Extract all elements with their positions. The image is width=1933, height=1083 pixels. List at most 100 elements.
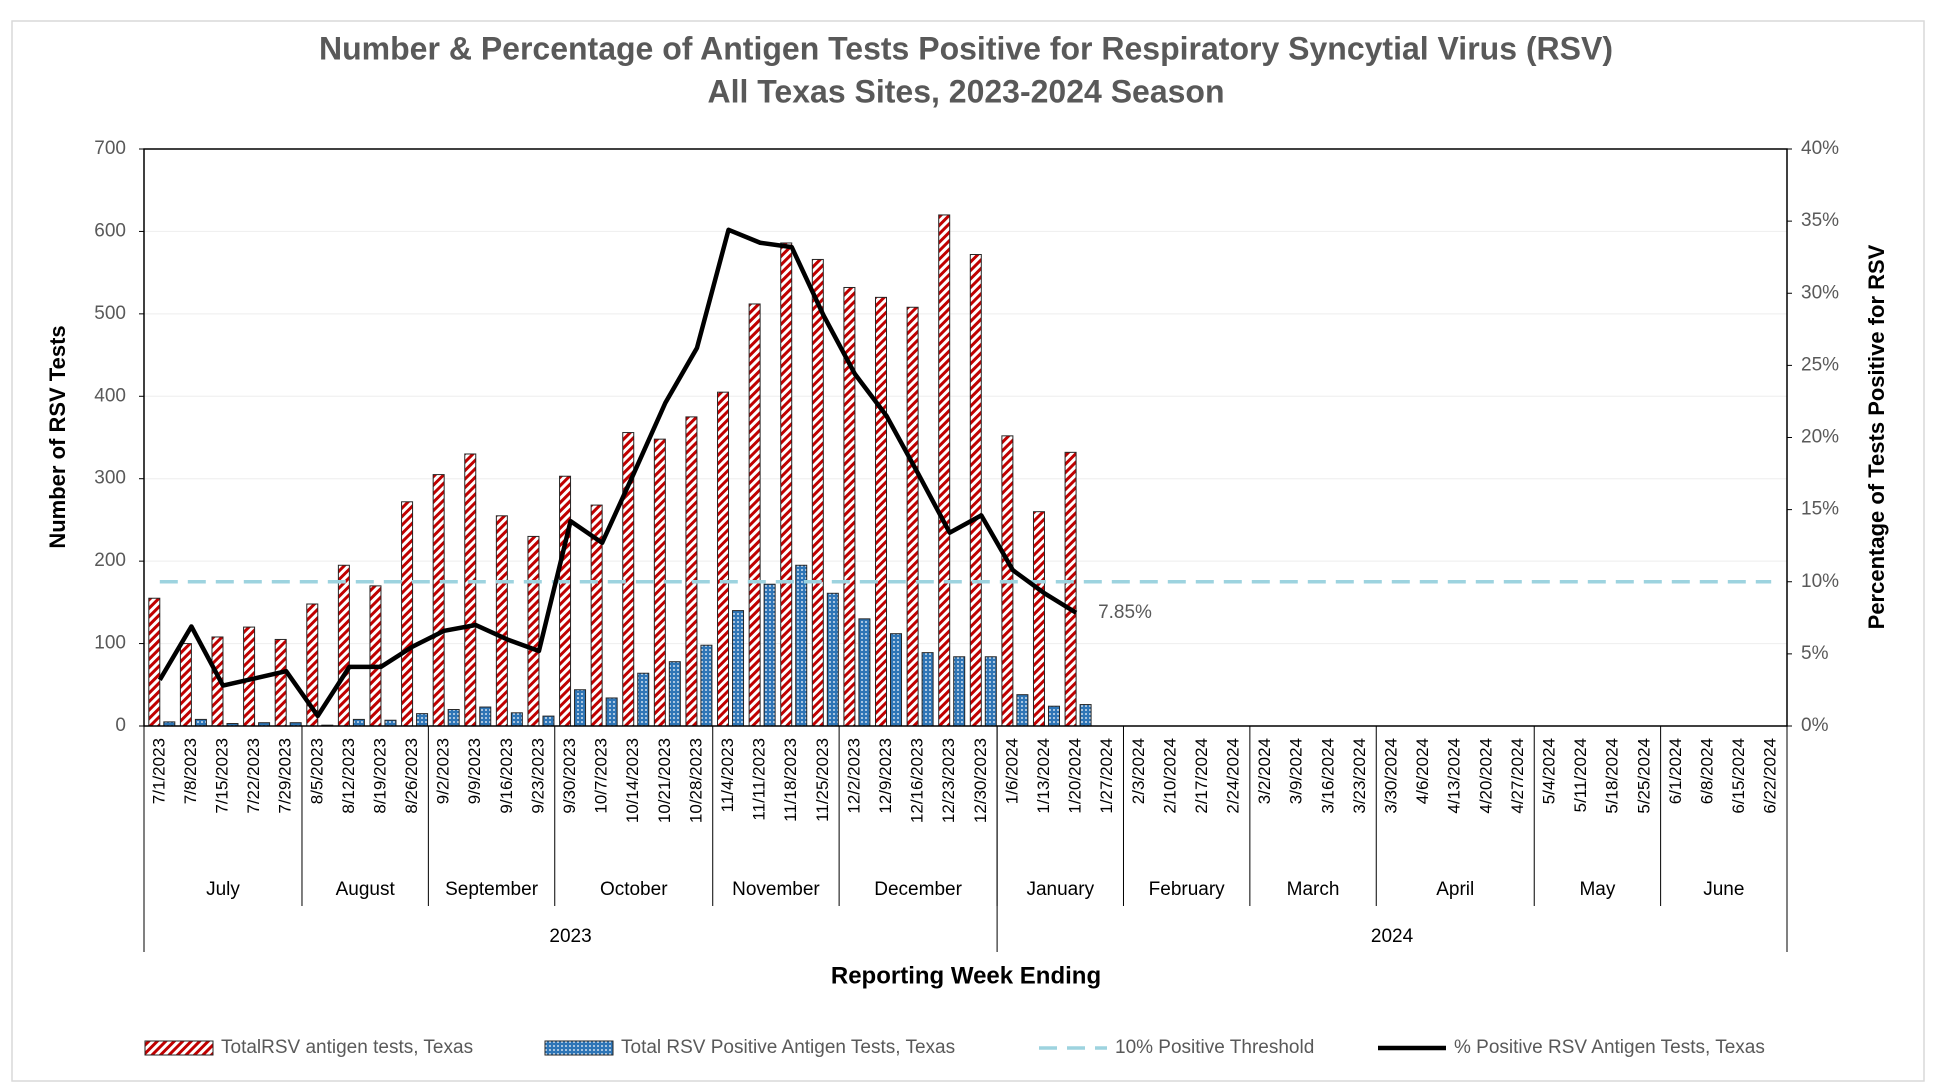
y-axis-title: Number of RSV Tests	[45, 325, 70, 548]
bar	[369, 585, 382, 727]
year-label: 2023	[549, 926, 591, 947]
y-tick-label: 400	[94, 385, 126, 406]
y-tick-label: 100	[94, 633, 126, 654]
chart-title: Number & Percentage of Antigen Tests Pos…	[319, 30, 1613, 66]
x-tick-label: 6/1/2024	[1666, 738, 1685, 804]
bar	[542, 715, 555, 727]
bar	[748, 303, 761, 727]
x-tick-label: 2/17/2024	[1192, 738, 1211, 814]
x-tick-label: 6/8/2024	[1697, 738, 1716, 804]
x-tick-label: 2/3/2024	[1129, 738, 1148, 804]
bar	[858, 618, 871, 727]
month-label: February	[1149, 879, 1226, 900]
bar	[479, 706, 492, 727]
legend-label: Total RSV Positive Antigen Tests, Texas	[621, 1037, 955, 1058]
y2-tick-label: 10%	[1801, 571, 1839, 592]
x-tick-label: 5/4/2024	[1540, 738, 1559, 804]
bar	[527, 535, 540, 727]
month-label: March	[1287, 879, 1340, 900]
y2-tick-label: 35%	[1801, 210, 1839, 231]
x-tick-label: 6/15/2024	[1729, 738, 1748, 814]
y2-tick-label: 30%	[1801, 282, 1839, 303]
x-tick-label: 3/23/2024	[1350, 738, 1369, 814]
y2-tick-label: 25%	[1801, 354, 1839, 375]
bar	[700, 644, 713, 727]
bar	[811, 258, 824, 727]
bar	[938, 214, 951, 727]
x-axis-title: Reporting Week Ending	[831, 962, 1101, 989]
bar	[1064, 451, 1077, 727]
x-tick-label: 12/16/2023	[908, 738, 927, 823]
legend-label: TotalRSV antigen tests, Texas	[221, 1037, 473, 1058]
bar	[447, 709, 460, 727]
x-tick-label: 3/2/2024	[1255, 738, 1274, 804]
bar	[906, 306, 919, 727]
month-label: January	[1026, 879, 1094, 900]
x-tick-label: 5/25/2024	[1634, 738, 1653, 814]
bar	[1016, 694, 1029, 727]
bar	[890, 633, 903, 727]
bar	[352, 718, 365, 727]
month-label: April	[1436, 879, 1474, 900]
plot-frame	[143, 148, 1788, 727]
bar	[717, 391, 730, 727]
month-label: July	[206, 879, 240, 900]
x-tick-label: 7/8/2023	[181, 738, 200, 804]
x-tick-label: 10/28/2023	[686, 738, 705, 823]
bar	[875, 296, 888, 727]
chart-subtitle: All Texas Sites, 2023-2024 Season	[707, 73, 1224, 109]
bar	[559, 475, 572, 727]
x-tick-label: 1/13/2024	[1034, 738, 1053, 814]
bar	[969, 254, 982, 727]
x-tick-label: 10/21/2023	[655, 738, 674, 823]
year-label: 2024	[1371, 926, 1414, 947]
y-tick-label: 500	[94, 303, 126, 324]
bar	[763, 583, 776, 727]
bar	[574, 689, 587, 727]
y2-tick-label: 40%	[1801, 138, 1839, 159]
bar	[274, 638, 287, 727]
x-tick-label: 2/10/2024	[1160, 738, 1179, 814]
bar	[1079, 704, 1092, 727]
x-tick-label: 12/9/2023	[876, 738, 895, 814]
x-tick-label: 8/26/2023	[402, 738, 421, 814]
bar	[605, 697, 618, 727]
x-tick-label: 5/18/2024	[1603, 738, 1622, 814]
line	[157, 227, 1078, 719]
bar	[780, 242, 793, 727]
x-tick-label: 10/14/2023	[623, 738, 642, 823]
x-tick-label: 3/9/2024	[1287, 738, 1306, 804]
y-tick-label: 700	[94, 138, 126, 159]
y-tick-label: 600	[94, 220, 126, 241]
x-tick-label: 4/6/2024	[1413, 738, 1432, 804]
x-tick-label: 11/4/2023	[718, 738, 737, 812]
x-tick-label: 4/13/2024	[1445, 738, 1464, 814]
x-tick-label: 3/30/2024	[1382, 738, 1401, 814]
x-tick-label: 10/7/2023	[592, 738, 611, 814]
month-label: October	[600, 879, 668, 900]
x-tick-label: 1/27/2024	[1097, 738, 1116, 814]
y2-tick-label: 20%	[1801, 427, 1839, 448]
chart-border	[11, 20, 1925, 1082]
bar	[795, 564, 808, 727]
x-tick-label: 4/27/2024	[1508, 738, 1527, 814]
month-label: November	[732, 879, 820, 900]
bar	[732, 610, 745, 727]
bar	[194, 718, 207, 727]
bar	[464, 453, 477, 727]
bar	[826, 592, 839, 727]
bar	[668, 661, 681, 727]
bar	[1032, 511, 1045, 727]
bar	[416, 713, 429, 727]
y2-tick-label: 0%	[1801, 715, 1829, 736]
y-tick-label: 300	[94, 468, 126, 489]
x-tick-label: 9/2/2023	[434, 738, 453, 804]
legend-swatch	[144, 1040, 214, 1056]
bar	[921, 652, 934, 727]
bar	[495, 515, 508, 727]
x-tick-label: 2/24/2024	[1224, 738, 1243, 814]
data-label: 7.85%	[1098, 602, 1152, 623]
x-tick-label: 7/29/2023	[276, 738, 295, 814]
x-tick-label: 7/15/2023	[212, 738, 231, 814]
